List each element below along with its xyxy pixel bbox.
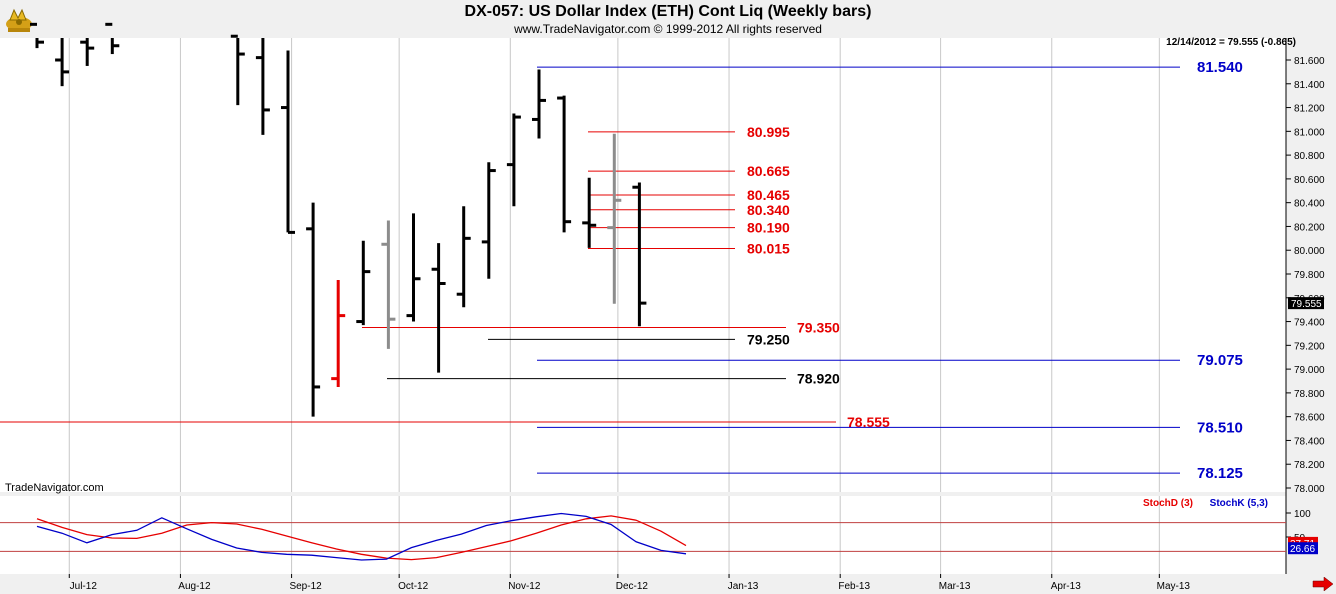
chart-title: DX-057: US Dollar Index (ETH) Cont Liq (… [464, 3, 872, 20]
price-tick-label: 80.800 [1294, 151, 1325, 162]
price-tick-label: 81.200 [1294, 104, 1325, 115]
price-tick-label: 79.200 [1294, 341, 1325, 352]
price-tick-label: 78.400 [1294, 436, 1325, 447]
level-label: 80.015 [747, 240, 790, 256]
level-label: 80.340 [747, 202, 790, 218]
date-tick-label: Apr-13 [1051, 581, 1081, 592]
level-label: 80.665 [747, 163, 790, 179]
level-label: 78.555 [847, 414, 890, 430]
level-label: 78.510 [1197, 419, 1243, 436]
price-tick-label: 80.600 [1294, 175, 1325, 186]
vertical-gridlines [68, 38, 1160, 574]
level-label: 80.190 [747, 220, 790, 236]
price-tick-label: 78.000 [1294, 484, 1325, 495]
last-bar-info: 12/14/2012 = 79.555 (-0.865) [1166, 37, 1296, 48]
stochk-value-box [1288, 542, 1318, 555]
legend-stochd: StochD (3) [1143, 498, 1193, 509]
watermark: TradeNavigator.com [5, 482, 104, 494]
date-tick-label: Nov-12 [508, 581, 541, 592]
date-tick-label: Dec-12 [616, 581, 649, 592]
level-label: 80.465 [747, 187, 790, 203]
price-tick-label: 78.600 [1294, 413, 1325, 424]
price-tick-label: 78.200 [1294, 460, 1325, 471]
stoch-line-blue [36, 512, 687, 561]
level-label: 79.350 [797, 320, 840, 336]
level-label: 79.075 [1197, 352, 1243, 369]
date-tick-label: Sep-12 [289, 581, 322, 592]
level-label: 81.540 [1197, 59, 1243, 76]
price-panel [0, 38, 1286, 492]
gold-bull-logo-icon [6, 8, 32, 32]
date-tick-label: Aug-12 [178, 581, 211, 592]
legend-stochk: StochK (5,3) [1210, 498, 1268, 509]
price-tick-label: 81.400 [1294, 80, 1325, 91]
price-tick-label: 79.400 [1294, 318, 1325, 329]
price-tick-label: 79.000 [1294, 365, 1325, 376]
level-label: 78.125 [1197, 465, 1243, 482]
date-axis: Jul-12 Aug-12 Sep-12 Oct-12 Nov-12 Dec-12 Jan-… [68, 574, 1191, 592]
price-tick-label: 81.600 [1294, 56, 1325, 67]
level-label: 79.250 [747, 331, 790, 347]
date-tick-label: Jul-12 [70, 581, 98, 592]
level-label: 80.995 [747, 124, 790, 140]
date-tick-label: Jan-13 [728, 581, 759, 592]
date-tick-label: Oct-12 [398, 581, 428, 592]
scroll-right-arrow-icon[interactable] [1312, 577, 1334, 591]
stochastic-panel [0, 496, 1286, 574]
price-tick-label: 80.000 [1294, 246, 1325, 257]
last-price-label: 79.555 [1291, 299, 1322, 310]
stochastic-lines: 1005037.7126.66 [0, 509, 1318, 561]
chart-header: DX-057: US Dollar Index (ETH) Cont Liq (… [0, 0, 1336, 38]
copyright-text: www.TradeNavigator.com © 1999-2012 All r… [514, 22, 822, 36]
price-tick-label: 78.800 [1294, 389, 1325, 400]
stoch-line-red [36, 515, 687, 561]
price-tick-label: 80.200 [1294, 222, 1325, 233]
price-tick-label: 79.800 [1294, 270, 1325, 281]
date-tick-label: Mar-13 [939, 581, 971, 592]
date-tick-label: May-13 [1157, 581, 1191, 592]
stochk-value: 26.66 [1290, 544, 1315, 555]
price-tick-label: 80.400 [1294, 199, 1325, 210]
price-bars [30, 22, 647, 417]
last-price-box [1288, 297, 1324, 310]
price-axis: 81.600 81.400 81.200 81.000 80.800 80.600 80.4… [1285, 38, 1325, 574]
level-label: 78.920 [797, 371, 840, 387]
date-tick-label: Feb-13 [838, 581, 870, 592]
stoch-tick-label: 100 [1294, 509, 1311, 520]
price-tick-label: 81.000 [1294, 127, 1325, 138]
